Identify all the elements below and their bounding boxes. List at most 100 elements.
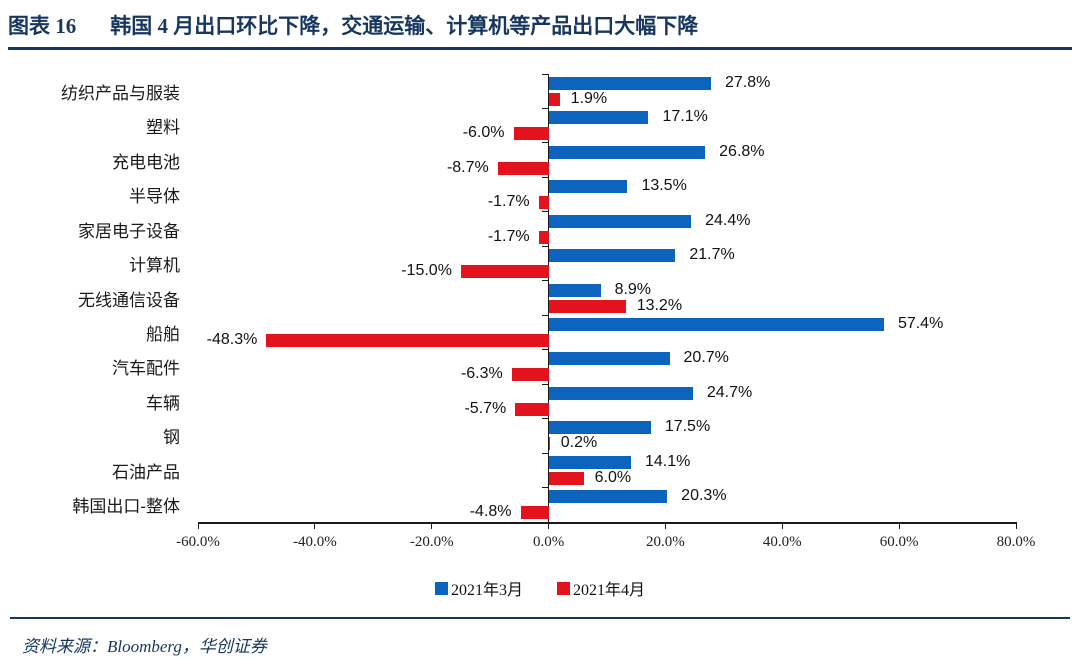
bar-2021-03 xyxy=(548,421,651,435)
legend-item: 2021年4月 xyxy=(557,576,645,600)
x-tick-label: 0.0% xyxy=(532,534,565,550)
value-label: -6.3% xyxy=(460,365,503,383)
category-boundary-tick xyxy=(541,521,549,523)
category-boundary-tick xyxy=(541,452,549,454)
value-label: 57.4% xyxy=(897,314,944,332)
x-axis-tick xyxy=(664,522,666,529)
value-label: 1.9% xyxy=(570,89,608,107)
value-label: -15.0% xyxy=(401,262,452,280)
bar-2021-03 xyxy=(548,145,706,159)
value-label: 13.5% xyxy=(641,177,687,195)
bar-2021-04 xyxy=(538,196,549,210)
bar-2021-03 xyxy=(548,352,670,366)
x-tick-label: 80.0% xyxy=(996,534,1036,550)
value-label: -5.7% xyxy=(464,399,507,417)
chart-legend: 2021年3月 2021年4月 xyxy=(0,576,1080,600)
value-label: 8.9% xyxy=(614,280,652,298)
category-label: 车辆 xyxy=(146,393,180,413)
bar-2021-03 xyxy=(548,490,668,504)
bar-2021-04 xyxy=(548,299,626,313)
category-label: 汽车配件 xyxy=(112,359,180,379)
x-tick-label: -40.0% xyxy=(292,534,337,550)
x-axis-line xyxy=(198,522,1016,524)
category-boundary-tick xyxy=(541,142,549,144)
value-label: -6.0% xyxy=(462,124,505,142)
x-tick-label: -20.0% xyxy=(409,534,454,550)
x-axis-tick xyxy=(431,522,433,529)
category-boundary-tick xyxy=(541,73,549,75)
x-tick-label: -60.0% xyxy=(176,534,220,550)
value-label: 21.7% xyxy=(689,246,735,264)
value-label: 27.8% xyxy=(725,73,771,91)
value-label: 6.0% xyxy=(594,468,632,486)
bar-2021-04 xyxy=(548,92,560,106)
value-label: 14.1% xyxy=(644,452,691,470)
value-label: 17.5% xyxy=(664,418,711,436)
bar-2021-03 xyxy=(548,76,711,90)
bar-2021-04 xyxy=(497,161,549,175)
bar-2021-03 xyxy=(548,214,692,228)
value-label: 24.4% xyxy=(705,211,751,229)
figure-label: 图表 16 xyxy=(8,14,77,38)
category-boundary-tick xyxy=(541,383,549,385)
value-label: 0.2% xyxy=(560,434,598,452)
category-label: 塑料 xyxy=(146,118,180,138)
value-label: 20.3% xyxy=(681,487,727,505)
legend-label: 2021年4月 xyxy=(573,582,646,599)
category-label: 船舶 xyxy=(146,325,180,345)
legend-item: 2021年3月 xyxy=(434,576,523,600)
bar-2021-04 xyxy=(511,368,549,382)
category-boundary-tick xyxy=(541,245,549,247)
figure-footer: 资料来源：Bloomberg，华创证券 xyxy=(10,617,1070,657)
bar-2021-04 xyxy=(515,402,549,416)
value-label: -4.8% xyxy=(469,503,512,521)
category-label: 计算机 xyxy=(129,256,180,276)
plot-area: -60.0% -40.0% -20.0% 0.0% 20.0% 40.0% 60.0% 80.… xyxy=(176,73,1035,550)
value-label: 24.7% xyxy=(706,383,753,401)
category-axis: 纺织产品与服装 塑料 充电电池 半导体 家居电子设备 计算机 无线通信设备 船舶 汽车配件 车辆钢… xyxy=(0,74,190,522)
category-label: 家居电子设备 xyxy=(78,221,180,241)
bar-2021-04 xyxy=(548,471,584,485)
bar-2021-03 xyxy=(548,317,884,331)
value-label: -48.3% xyxy=(206,330,258,348)
zero-axis-line xyxy=(547,74,550,522)
bar-2021-04 xyxy=(520,506,549,520)
bar-2021-04 xyxy=(513,127,549,141)
bar-2021-03 xyxy=(548,249,676,263)
x-axis-tick xyxy=(197,522,199,529)
bar-2021-03 xyxy=(548,386,693,400)
category-boundary-tick xyxy=(541,107,549,109)
x-tick-label: 60.0% xyxy=(879,534,919,550)
category-label: 石油产品 xyxy=(112,462,180,482)
bar-2021-03 xyxy=(548,111,649,125)
x-axis-tick xyxy=(1015,522,1017,529)
x-axis-tick xyxy=(781,522,783,529)
category-label: 充电电池 xyxy=(112,152,180,172)
value-label: 20.7% xyxy=(683,349,729,367)
category-boundary-tick xyxy=(541,211,549,213)
bar-2021-03 xyxy=(548,283,601,297)
figure-title: 韩国 4 月出口环比下降，交通运输、计算机等产品出口大幅下降 xyxy=(110,14,699,38)
x-axis-tick xyxy=(314,522,316,529)
bar-2021-03 xyxy=(548,180,628,194)
legend-label: 2021年3月 xyxy=(450,582,523,599)
category-boundary-tick xyxy=(541,487,549,489)
legend-swatch-icon xyxy=(434,581,448,595)
category-label: 半导体 xyxy=(129,187,180,207)
x-axis-tick xyxy=(548,522,550,529)
x-axis-tick xyxy=(898,522,900,529)
category-boundary-tick xyxy=(541,176,549,178)
figure-header: 图表 16 韩国 4 月出口环比下降，交通运输、计算机等产品出口大幅下降 xyxy=(8,8,1072,50)
value-label: -1.7% xyxy=(487,193,530,211)
category-boundary-tick xyxy=(541,418,549,420)
category-boundary-tick xyxy=(541,280,549,282)
value-label: 26.8% xyxy=(719,142,765,160)
category-boundary-tick xyxy=(541,349,549,351)
value-label: 13.2% xyxy=(636,296,683,314)
value-label: -8.7% xyxy=(446,158,489,176)
value-label: 17.1% xyxy=(662,108,708,126)
category-label: 钢 xyxy=(163,428,180,448)
bar-2021-04 xyxy=(548,437,551,451)
bar-2021-04 xyxy=(460,265,549,279)
